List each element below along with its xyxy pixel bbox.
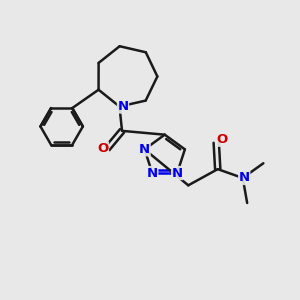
Text: O: O (97, 142, 109, 155)
Text: O: O (216, 133, 227, 146)
Text: N: N (239, 172, 250, 184)
Text: N: N (147, 167, 158, 179)
Text: N: N (118, 100, 129, 113)
Text: N: N (139, 143, 150, 156)
Text: N: N (172, 167, 183, 179)
